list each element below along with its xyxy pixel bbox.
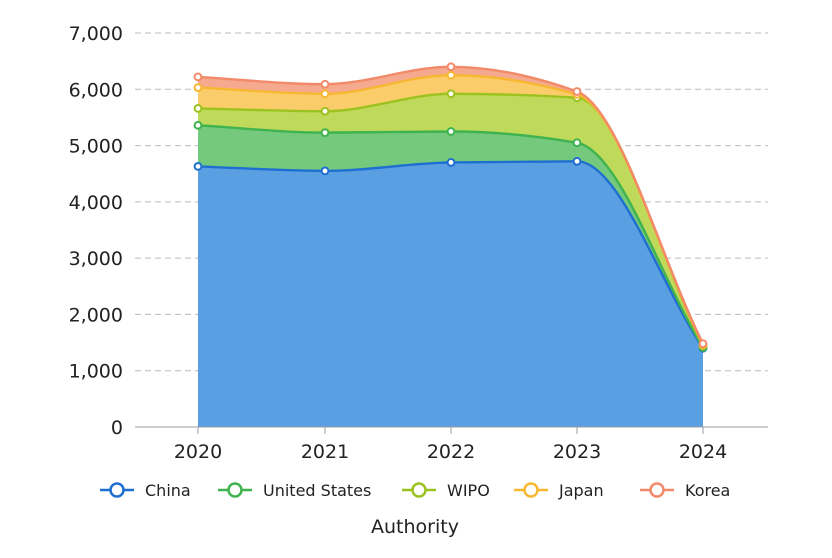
x-axis-ticks: 2020 2021 2022 2023 2024 xyxy=(174,441,727,463)
x-tick-label: 2023 xyxy=(553,441,601,463)
y-tick-label: 0 xyxy=(111,417,123,439)
y-tick-label: 7,000 xyxy=(69,23,123,45)
point-united-states[interactable] xyxy=(322,129,329,136)
point-united-states[interactable] xyxy=(195,122,202,129)
x-axis-title: Authority xyxy=(371,516,459,538)
legend-label: Japan xyxy=(558,481,604,500)
x-tick-label: 2022 xyxy=(427,441,475,463)
x-tick-label: 2021 xyxy=(301,441,349,463)
point-china[interactable] xyxy=(574,158,581,165)
y-tick-label: 2,000 xyxy=(69,304,123,326)
point-korea[interactable] xyxy=(195,74,202,81)
legend-marker xyxy=(651,484,664,497)
legend-marker xyxy=(525,484,538,497)
y-axis-ticks: 0 1,000 2,000 3,000 4,000 5,000 6,000 7,000 xyxy=(69,23,123,439)
point-china[interactable] xyxy=(195,163,202,170)
point-japan[interactable] xyxy=(195,84,202,91)
point-wipo[interactable] xyxy=(448,90,455,97)
legend-label: United States xyxy=(263,481,371,500)
legend: China United States WIPO Japan Korea xyxy=(100,481,730,500)
point-wipo[interactable] xyxy=(195,105,202,112)
point-korea[interactable] xyxy=(700,340,707,347)
x-tick-label: 2020 xyxy=(174,441,222,463)
legend-item-japan[interactable]: Japan xyxy=(514,481,604,500)
areas xyxy=(198,67,703,427)
y-tick-label: 4,000 xyxy=(69,192,123,214)
legend-item-china[interactable]: China xyxy=(100,481,191,500)
y-tick-label: 6,000 xyxy=(69,79,123,101)
legend-label: WIPO xyxy=(447,481,490,500)
legend-item-united-states[interactable]: United States xyxy=(218,481,371,500)
x-axis xyxy=(135,427,768,434)
y-tick-label: 5,000 xyxy=(69,136,123,158)
legend-marker xyxy=(229,484,242,497)
legend-label: China xyxy=(145,481,191,500)
legend-item-korea[interactable]: Korea xyxy=(640,481,730,500)
y-tick-label: 3,000 xyxy=(69,248,123,270)
legend-marker xyxy=(413,484,426,497)
point-united-states[interactable] xyxy=(448,128,455,135)
point-japan[interactable] xyxy=(322,90,329,97)
point-korea[interactable] xyxy=(322,81,329,88)
point-korea[interactable] xyxy=(574,88,581,95)
point-china[interactable] xyxy=(448,159,455,166)
point-korea[interactable] xyxy=(448,63,455,70)
chart: 0 1,000 2,000 3,000 4,000 5,000 6,000 7,000 202… xyxy=(0,0,832,558)
point-china[interactable] xyxy=(322,168,329,175)
legend-item-wipo[interactable]: WIPO xyxy=(402,481,490,500)
point-japan[interactable] xyxy=(448,72,455,79)
x-tick-label: 2024 xyxy=(679,441,727,463)
legend-marker xyxy=(111,484,124,497)
point-united-states[interactable] xyxy=(574,139,581,146)
legend-label: Korea xyxy=(685,481,730,500)
point-wipo[interactable] xyxy=(322,108,329,115)
y-tick-label: 1,000 xyxy=(69,361,123,383)
